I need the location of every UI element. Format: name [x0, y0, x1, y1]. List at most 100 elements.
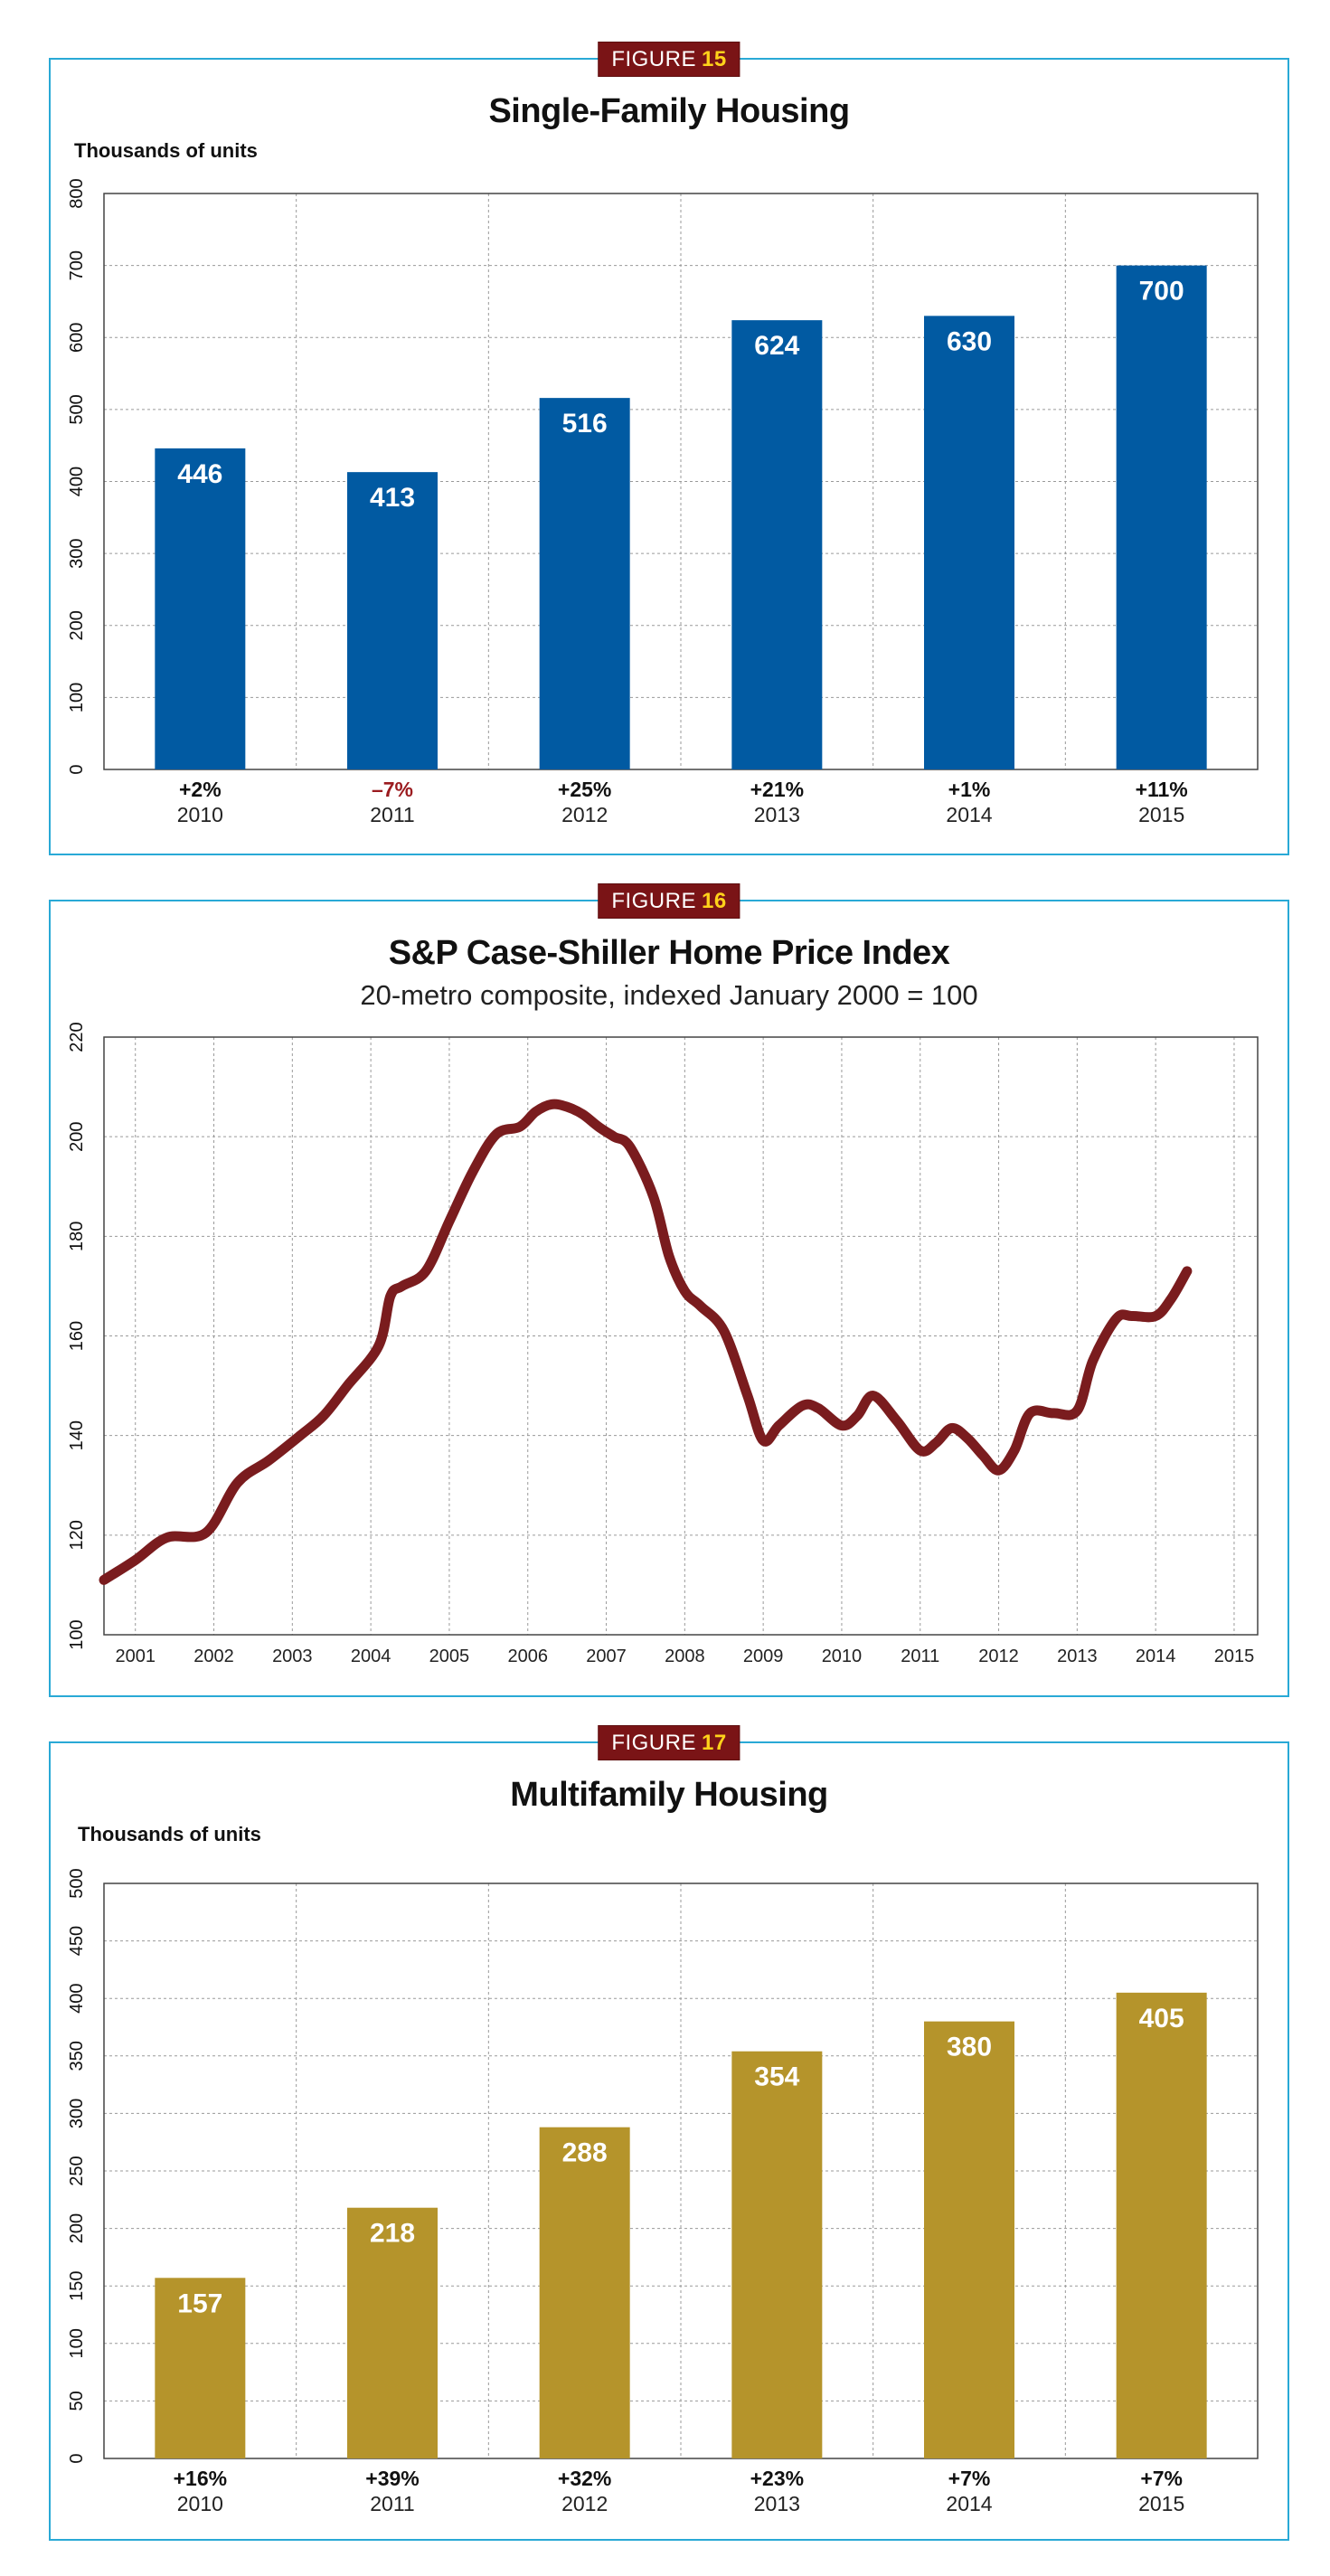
- price-index-series-line: [99, 1099, 1193, 1585]
- x-tick-label: 2015: [1214, 1647, 1255, 1666]
- y-tick-label: 140: [67, 1420, 87, 1450]
- x-tick-label: 2013: [754, 2492, 800, 2515]
- x-tick-label: 2003: [272, 1647, 313, 1666]
- figure-badge-number: 17: [701, 1731, 727, 1755]
- x-tick-label: 2011: [370, 2492, 414, 2515]
- bar: [1116, 1992, 1207, 2458]
- y-tick-label: 160: [67, 1321, 87, 1351]
- y-tick-label: 450: [67, 1926, 87, 1956]
- y-axis-units-label: Thousands of units: [74, 139, 258, 162]
- figure-badge-label: FIGURE: [611, 1731, 696, 1755]
- y-tick-label: 500: [67, 394, 87, 424]
- x-tick-label: 2011: [901, 1647, 939, 1666]
- y-tick-label: 300: [67, 2099, 87, 2128]
- bar: [1116, 265, 1207, 769]
- change-label: +1%: [948, 778, 991, 801]
- y-tick-label: 800: [67, 178, 87, 208]
- bar-value-label: 413: [370, 483, 415, 513]
- x-tick-label: 2008: [665, 1647, 705, 1666]
- change-label: –7%: [372, 778, 413, 801]
- figure-17-panel: FIGURE 17 Multifamily Housing Thousands o…: [49, 1725, 1289, 2541]
- y-tick-label: 220: [67, 1022, 87, 1052]
- figure-badge-label: FIGURE: [611, 889, 696, 913]
- y-tick-label: 350: [67, 2041, 87, 2071]
- y-tick-label: 100: [67, 683, 87, 712]
- x-tick-label: 2010: [822, 1647, 863, 1666]
- bar: [155, 2278, 246, 2458]
- home-price-line-chart: 100 120 140 160 180 200 220 2001 2002 2003 2004 200…: [67, 1022, 1259, 1666]
- bar: [731, 2051, 823, 2458]
- y-tick-label: 100: [67, 2328, 87, 2358]
- change-label: +7%: [1140, 2467, 1183, 2490]
- figure-16-badge: FIGURE 16: [598, 883, 740, 919]
- y-tick-label: 300: [67, 538, 87, 568]
- y-tick-label: 700: [67, 250, 87, 280]
- chart-title: S&P Case-Shiller Home Price Index: [388, 934, 950, 972]
- y-tick-label: 250: [67, 2156, 87, 2185]
- y-tick-label: 600: [67, 323, 87, 353]
- x-tick-label: 2002: [193, 1647, 234, 1666]
- single-family-bar-chart: 0 100 200 300 400 500 600 700 800 446 +2%2010 413 –7…: [67, 178, 1259, 826]
- change-label: +21%: [750, 778, 804, 801]
- chart-subtitle: 20-metro composite, indexed January 2000…: [360, 979, 978, 1011]
- bar: [924, 316, 1014, 769]
- bar: [924, 2021, 1014, 2458]
- y-tick-label: 100: [67, 1619, 87, 1649]
- bar-value-label: 288: [562, 2138, 608, 2168]
- x-tick-label: 2011: [370, 803, 414, 826]
- change-label: +16%: [174, 2467, 227, 2490]
- bar: [731, 320, 823, 769]
- x-tick-label: 2014: [946, 2492, 992, 2515]
- bar-value-label: 354: [754, 2062, 799, 2092]
- chart-title: Single-Family Housing: [488, 92, 850, 130]
- bar-value-label: 218: [370, 2219, 415, 2249]
- y-tick-label: 200: [67, 2213, 87, 2243]
- y-axis-units-label: Thousands of units: [78, 1823, 261, 1845]
- x-tick-label: 2015: [1138, 2492, 1184, 2515]
- bar-value-label: 630: [947, 326, 992, 356]
- change-label: +2%: [179, 778, 222, 801]
- x-tick-label: 2012: [978, 1647, 1019, 1666]
- plot-frame: [103, 1882, 1259, 2459]
- x-tick-label: 2009: [743, 1647, 784, 1666]
- y-tick-label: 50: [67, 2391, 87, 2411]
- y-tick-label: 180: [67, 1222, 87, 1251]
- x-tick-label: 2006: [507, 1647, 548, 1666]
- change-label: +32%: [558, 2467, 611, 2490]
- bar: [347, 472, 438, 769]
- bar: [347, 2207, 438, 2458]
- figure-17-badge: FIGURE 17: [598, 1725, 740, 1760]
- x-tick-label: 2014: [946, 803, 992, 826]
- bar-value-label: 380: [947, 2033, 992, 2062]
- bar-value-label: 624: [754, 331, 799, 361]
- x-tick-label: 2012: [561, 803, 608, 826]
- x-tick-label: 2010: [177, 2492, 223, 2515]
- multifamily-bar-chart: 050100150200250300350400450500157+16%201…: [67, 1868, 1259, 2515]
- x-tick-label: 2013: [1057, 1647, 1098, 1666]
- x-tick-label: 2014: [1136, 1647, 1176, 1666]
- figure-15-badge: FIGURE 15: [598, 42, 740, 77]
- x-tick-label: 2012: [561, 2492, 608, 2515]
- y-tick-label: 400: [67, 467, 87, 496]
- figure-badge-label: FIGURE: [611, 47, 696, 71]
- x-tick-label: 2010: [177, 803, 223, 826]
- y-tick-label: 400: [67, 1984, 87, 2014]
- bar: [155, 448, 246, 769]
- y-tick-label: 200: [67, 610, 87, 640]
- bar-value-label: 405: [1139, 2004, 1184, 2033]
- y-tick-label: 150: [67, 2271, 87, 2301]
- bar-value-label: 157: [177, 2288, 222, 2318]
- y-tick-label: 200: [67, 1121, 87, 1151]
- change-label: +11%: [1136, 778, 1188, 801]
- figure-16-panel: FIGURE 16 S&P Case-Shiller Home Price Ind…: [49, 883, 1289, 1697]
- x-tick-label: 2007: [586, 1647, 627, 1666]
- change-label: +25%: [558, 778, 611, 801]
- bar: [539, 398, 630, 769]
- change-label: +7%: [948, 2467, 991, 2490]
- y-tick-label: 120: [67, 1520, 87, 1550]
- x-tick-label: 2005: [429, 1647, 470, 1666]
- figure-badge-number: 15: [701, 47, 727, 71]
- x-tick-label: 2015: [1138, 803, 1184, 826]
- plot-frame: [103, 1036, 1259, 1636]
- figure-15-panel: FIGURE 15 Single-Family Housing Thousands…: [49, 42, 1289, 855]
